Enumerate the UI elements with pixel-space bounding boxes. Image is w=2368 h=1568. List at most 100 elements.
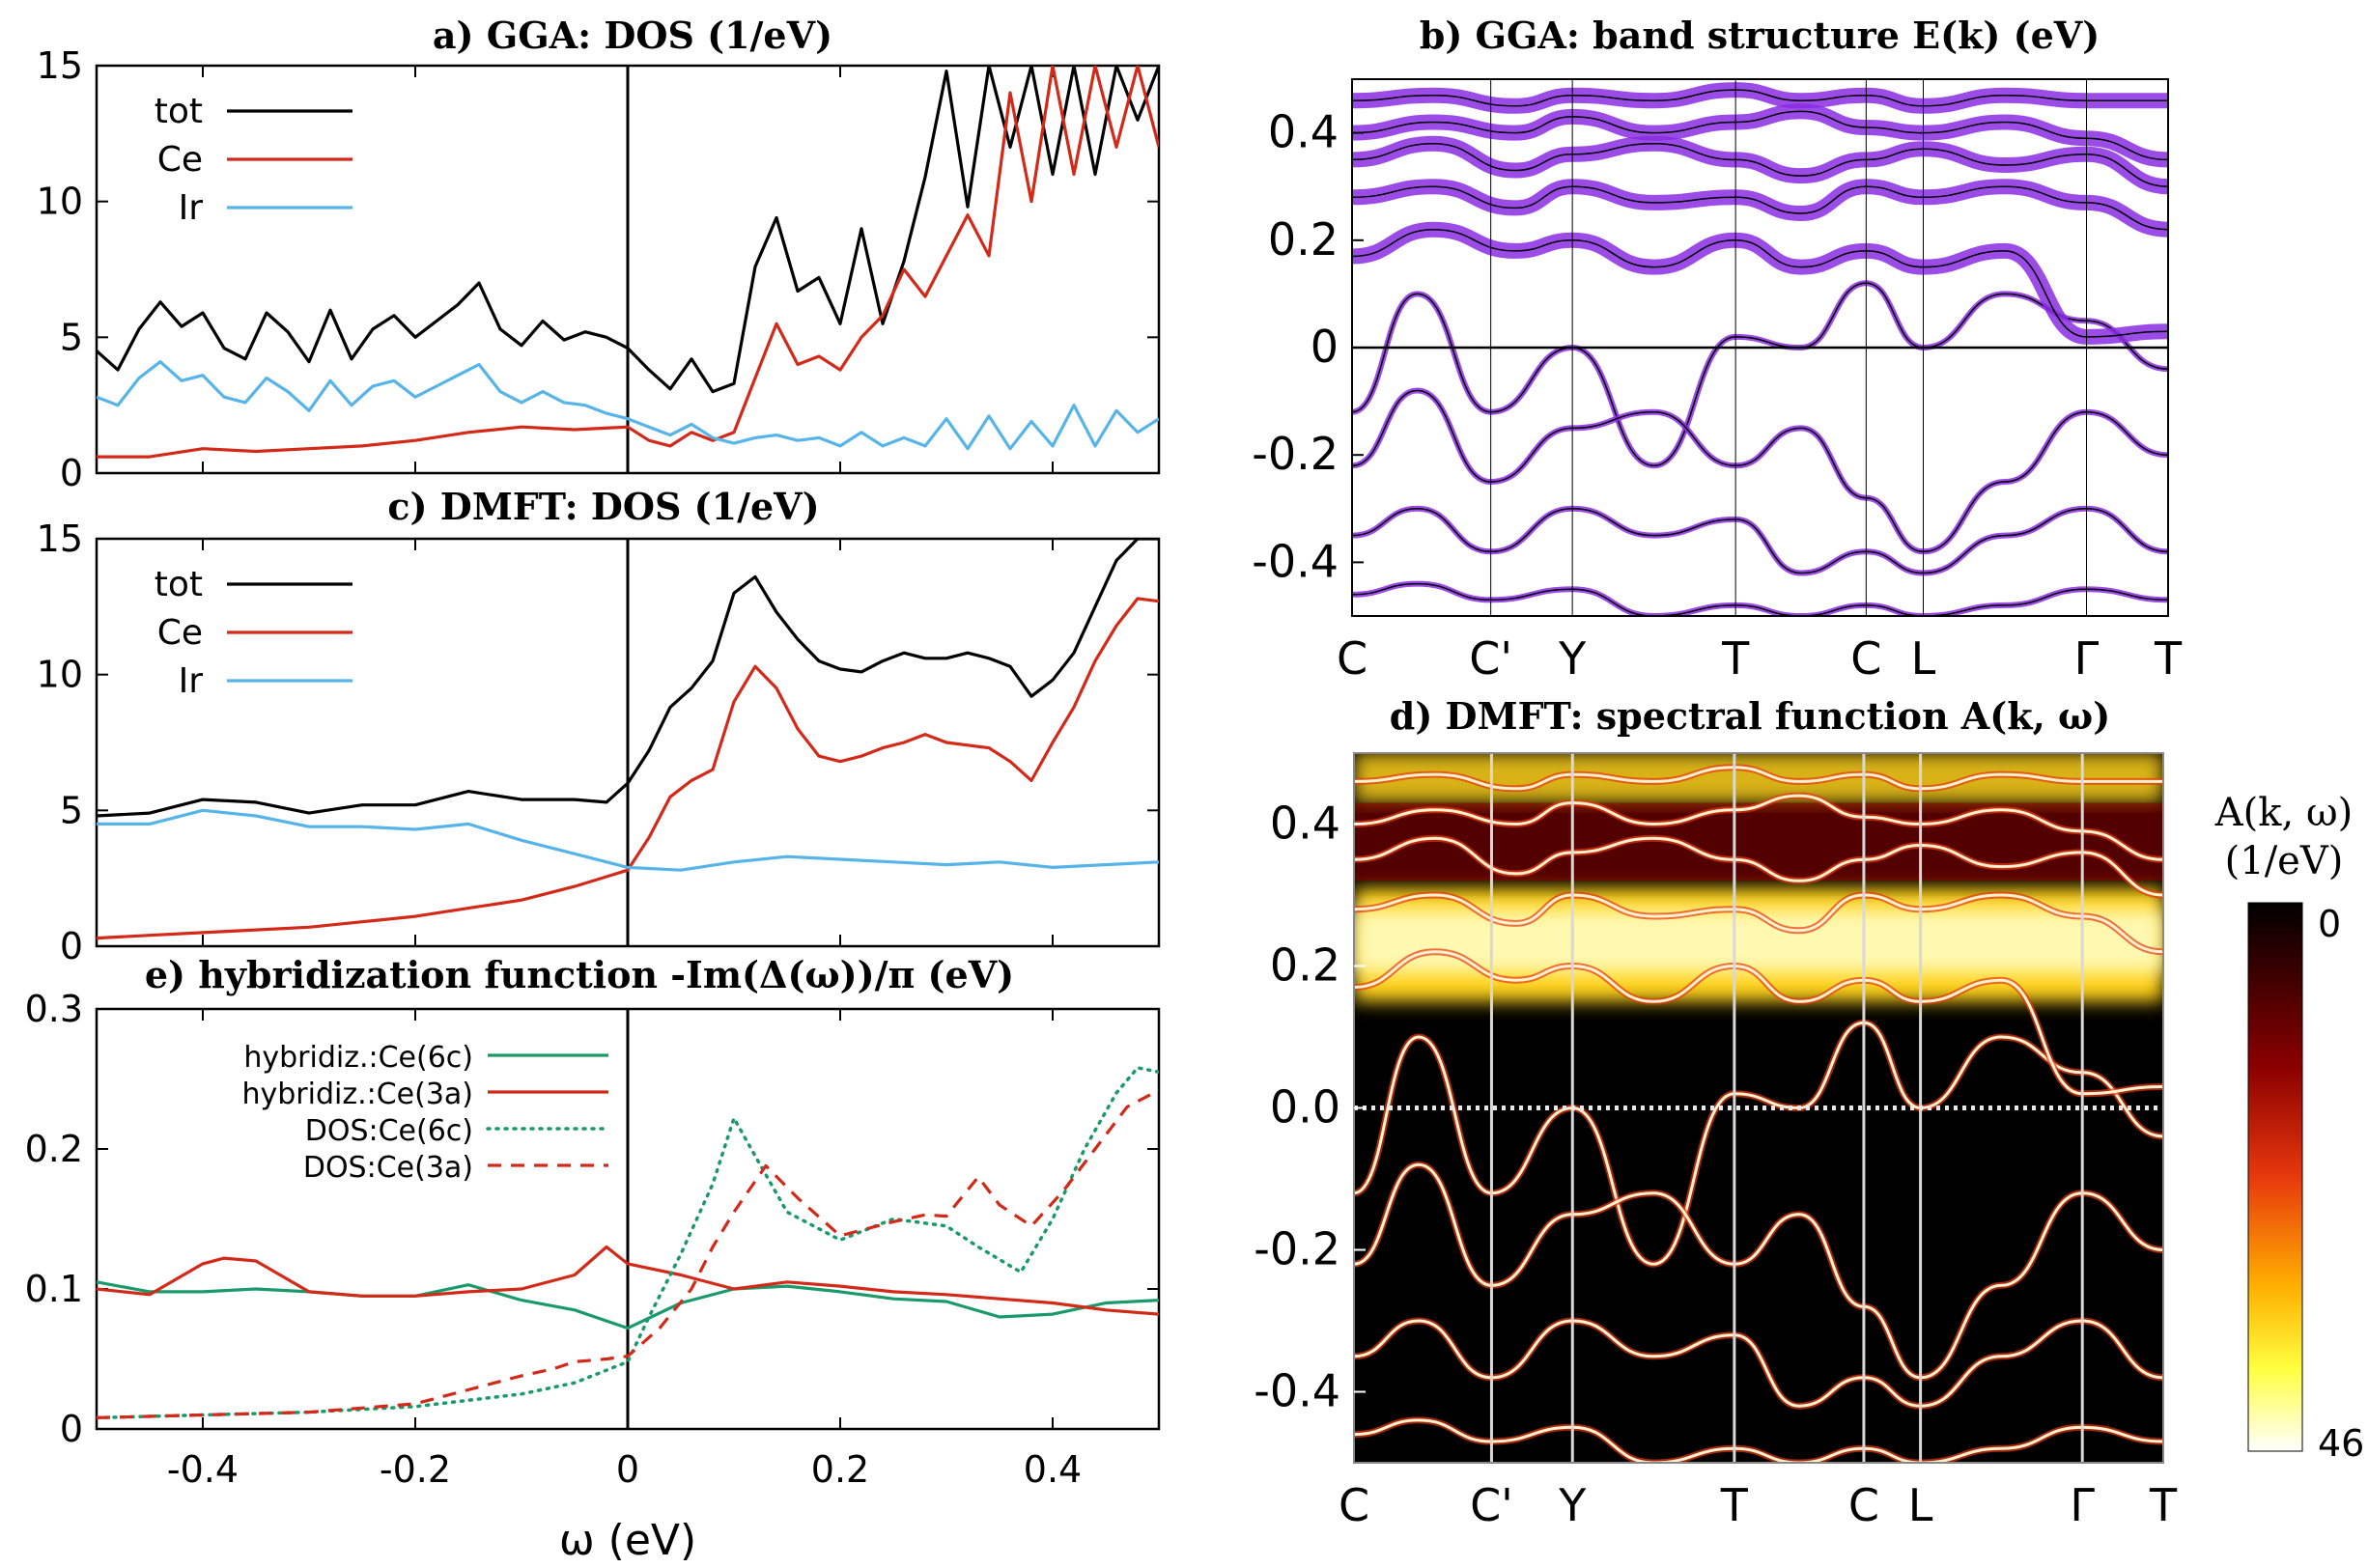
panel-d-plot: C C' Y T C L Γ T-0.4-0.20.00.20.4 xyxy=(1254,752,2178,1531)
kpoint-label: T xyxy=(1721,632,1750,685)
band-line xyxy=(1352,185,2168,231)
panel-b-plot: C C' Y T C L Γ T-0.4-0.200.20.4 xyxy=(1252,78,2183,685)
panel-a-title: a) GGA: DOS (1/eV) xyxy=(433,14,832,57)
x-tick-label: 0.2 xyxy=(811,1448,869,1491)
y-tick-label: -0.4 xyxy=(1254,1365,1340,1417)
y-tick-label: 0.2 xyxy=(1270,939,1340,992)
y-tick-label: 0.2 xyxy=(25,1128,83,1170)
x-tick-label: -0.4 xyxy=(167,1448,239,1491)
panel-d-title: d) DMFT: spectral function A(k, ω) xyxy=(1390,694,2110,738)
y-tick-label: 0.4 xyxy=(1270,798,1340,850)
band-line xyxy=(1352,508,2168,574)
kpoint-label: T xyxy=(1720,1479,1749,1531)
kpoint-label: Y xyxy=(1558,1479,1587,1531)
panel-e-plot: 0 0.1 0.2 0.3 -0.4 -0.2 0 0.2 0.4 hybridiz.:Ce(6c… xyxy=(25,988,1161,1491)
spectral-band xyxy=(1354,1418,2163,1463)
y-tick-label: 0.0 xyxy=(1270,1081,1340,1134)
y-tick-label: -0.2 xyxy=(1254,1223,1340,1275)
band-line xyxy=(1352,142,2168,187)
kpoint-label: C xyxy=(1848,1479,1879,1531)
colorbar-label-1: A(k, ω) xyxy=(2214,791,2353,835)
kpoint-label: C xyxy=(1850,632,1881,685)
y-tick-label: -0.4 xyxy=(1252,535,1339,587)
kpoint-label: T xyxy=(2154,632,2183,685)
series-Ce xyxy=(97,66,1159,459)
y-tick-label: 15 xyxy=(37,518,83,560)
band-line xyxy=(1352,389,2168,553)
band-weight xyxy=(1352,179,2168,238)
y-tick-label: 0 xyxy=(60,452,83,494)
legend-label: DOS:Ce(3a) xyxy=(303,1151,473,1185)
y-tick-label: 5 xyxy=(60,316,83,358)
spectral-band xyxy=(1354,893,2163,954)
y-tick-label: 0.2 xyxy=(1268,213,1339,266)
series-hybridiz.:Ce(6c) xyxy=(97,1280,1159,1330)
spectral-band xyxy=(1354,836,2163,897)
band-weight xyxy=(1352,387,2168,555)
spectral-band xyxy=(1354,950,2163,1096)
kpoint-label: Γ xyxy=(2070,1479,2095,1531)
series-tot xyxy=(97,539,1159,818)
spectral-band xyxy=(1354,1162,2163,1380)
kpoint-label: C xyxy=(1339,1479,1369,1531)
kpoint-label: L xyxy=(1908,1479,1933,1531)
kpoint-label: T xyxy=(2149,1479,2178,1531)
legend-label: hybridiz.:Ce(6c) xyxy=(243,1041,473,1075)
x-tick-label: 0 xyxy=(616,1448,639,1491)
band-weight xyxy=(1352,580,2168,616)
colorbar xyxy=(2247,902,2303,1452)
band-line xyxy=(1352,228,2168,338)
legend-label: Ce xyxy=(157,140,203,180)
band-line xyxy=(1352,89,2168,107)
panel-b-title: b) GGA: band structure E(k) (eV) xyxy=(1420,14,2100,57)
legend-label: tot xyxy=(155,565,203,604)
panel-c-plot: 0 5 10 15 tot Ce Ir xyxy=(37,518,1161,967)
series-tot xyxy=(97,66,1159,394)
panel-e-title: e) hybridization function -Im(Δ(ω))/π (e… xyxy=(145,953,1014,996)
y-tick-label: 0.4 xyxy=(1268,106,1339,158)
y-tick-label: 0.3 xyxy=(25,988,83,1030)
y-tick-label: 0 xyxy=(60,1408,83,1450)
y-tick-label: 5 xyxy=(60,789,83,831)
y-tick-label: -0.2 xyxy=(1252,428,1339,480)
legend-label: Ce xyxy=(157,613,203,653)
colorbar-label-2: (1/eV) xyxy=(2225,839,2344,883)
band-weight xyxy=(1352,221,2168,345)
x-tick-label: -0.2 xyxy=(380,1448,451,1491)
y-tick-label: 0 xyxy=(60,925,83,967)
y-tick-label: 0 xyxy=(1311,321,1339,373)
series-Ir xyxy=(97,808,1159,872)
panel-a-plot: 0 5 10 15 tot Ce Ir xyxy=(37,44,1161,494)
panel-e-xlabel: ω (eV) xyxy=(559,1516,696,1565)
y-tick-label: 10 xyxy=(37,654,83,696)
spectral-band xyxy=(1354,766,2163,791)
series-Ir xyxy=(97,360,1159,451)
y-tick-label: 15 xyxy=(37,44,83,87)
spectral-band xyxy=(1354,794,2163,861)
kpoint-label: Y xyxy=(1558,632,1587,685)
y-tick-label: 10 xyxy=(37,181,83,223)
series-DOS:Ce(6c) xyxy=(97,1066,1159,1420)
legend-label: Ir xyxy=(179,661,204,701)
band-line xyxy=(1352,582,2168,616)
legend-label: hybridiz.:Ce(3a) xyxy=(241,1078,473,1111)
colorbar-max-label: 46 xyxy=(2318,1422,2364,1465)
kpoint-label: C' xyxy=(1470,1479,1513,1531)
kpoint-label: Γ xyxy=(2074,632,2100,685)
colorbar-min-label: 0 xyxy=(2318,903,2341,945)
y-tick-label: 0.1 xyxy=(25,1268,83,1310)
band-line xyxy=(1352,110,2168,161)
panel-c-title: c) DMFT: DOS (1/eV) xyxy=(387,485,819,528)
series-hybridiz.:Ce(3a) xyxy=(97,1245,1159,1316)
legend-label: tot xyxy=(155,92,203,131)
legend-label: DOS:Ce(6c) xyxy=(305,1114,473,1148)
series-Ce xyxy=(97,597,1159,940)
kpoint-label: L xyxy=(1911,632,1936,685)
kpoint-label: C' xyxy=(1469,632,1512,685)
spectral-band xyxy=(1354,1021,2163,1266)
band-weight xyxy=(1352,135,2168,195)
band-weight xyxy=(1352,505,2168,576)
x-tick-label: 0.4 xyxy=(1024,1448,1082,1491)
kpoint-label: C xyxy=(1337,632,1367,685)
